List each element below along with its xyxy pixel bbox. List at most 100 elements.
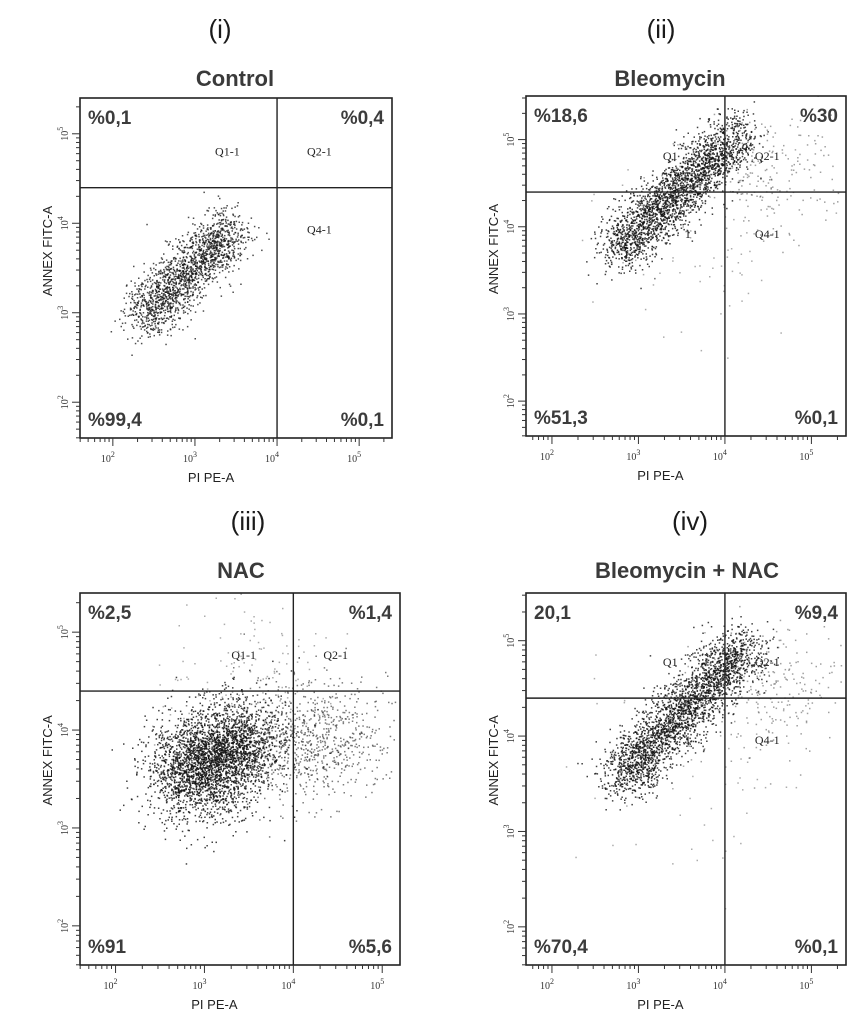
event-point xyxy=(227,750,230,752)
event-point xyxy=(628,259,631,262)
event-point xyxy=(693,147,695,150)
event-point xyxy=(793,239,795,241)
event-point xyxy=(186,246,189,249)
event-point xyxy=(668,209,671,212)
event-point xyxy=(173,300,175,303)
event-point xyxy=(182,312,185,314)
event-point xyxy=(732,136,734,138)
event-point xyxy=(670,196,673,199)
event-point xyxy=(669,161,671,163)
event-point xyxy=(167,265,170,268)
event-point xyxy=(634,232,637,234)
event-point xyxy=(688,212,690,214)
event-point xyxy=(237,258,240,260)
event-point xyxy=(630,246,632,249)
event-point xyxy=(830,114,832,116)
event-point xyxy=(188,273,190,276)
event-point xyxy=(219,230,222,232)
event-point xyxy=(657,193,659,196)
event-point xyxy=(738,142,740,144)
event-point xyxy=(211,268,213,270)
event-point xyxy=(734,138,736,141)
event-point xyxy=(173,284,176,287)
event-point xyxy=(658,223,661,226)
event-point xyxy=(634,254,637,257)
event-point xyxy=(631,188,633,190)
event-point xyxy=(648,217,650,219)
event-point xyxy=(167,738,170,741)
event-point xyxy=(228,271,230,273)
event-point xyxy=(646,223,648,225)
event-point xyxy=(637,214,639,216)
event-point xyxy=(706,185,708,188)
event-point xyxy=(644,233,647,236)
event-point xyxy=(660,215,662,218)
event-point xyxy=(186,287,188,289)
event-point xyxy=(712,168,714,170)
event-point xyxy=(746,166,748,168)
event-point xyxy=(175,273,177,275)
event-point xyxy=(741,155,744,158)
event-point xyxy=(224,234,226,237)
event-point xyxy=(200,268,202,271)
event-point xyxy=(162,304,165,306)
event-point xyxy=(674,210,677,213)
event-point xyxy=(743,127,745,129)
event-point xyxy=(639,216,641,219)
event-point xyxy=(180,284,182,287)
event-point xyxy=(144,288,146,290)
event-point xyxy=(131,298,134,300)
event-point xyxy=(623,259,626,261)
event-point xyxy=(201,274,204,277)
x-tick-exponent: 4 xyxy=(275,450,279,459)
event-point xyxy=(624,232,627,234)
event-point xyxy=(677,234,679,237)
event-point xyxy=(648,236,650,239)
event-point xyxy=(743,124,745,127)
event-point xyxy=(706,167,708,170)
event-point xyxy=(626,240,628,242)
event-point xyxy=(619,221,622,223)
event-point xyxy=(741,124,743,126)
event-point xyxy=(666,178,669,180)
event-point xyxy=(234,224,236,226)
event-point xyxy=(689,187,691,189)
event-point xyxy=(675,215,678,218)
event-point xyxy=(150,310,153,312)
event-point xyxy=(166,783,169,786)
event-point xyxy=(656,237,658,239)
event-point xyxy=(684,190,686,192)
event-point xyxy=(219,286,221,289)
event-point xyxy=(210,259,212,262)
event-point xyxy=(621,184,624,186)
event-point xyxy=(700,157,703,160)
event-point xyxy=(123,308,126,311)
event-point xyxy=(635,218,638,220)
event-point xyxy=(713,121,715,123)
event-point xyxy=(647,194,649,197)
event-point xyxy=(725,227,728,230)
x-tick-exponent: 2 xyxy=(550,448,554,457)
event-point xyxy=(713,158,715,160)
event-point xyxy=(240,785,242,787)
event-point xyxy=(176,752,179,754)
event-point xyxy=(657,206,659,208)
event-point xyxy=(758,162,761,164)
event-point xyxy=(234,706,236,708)
event-point xyxy=(642,273,645,276)
event-point xyxy=(154,315,156,317)
event-point xyxy=(651,234,654,236)
event-point xyxy=(211,758,214,760)
event-point xyxy=(158,305,161,308)
event-point xyxy=(681,178,683,180)
event-point xyxy=(199,239,201,241)
event-point xyxy=(654,186,657,189)
event-point xyxy=(814,164,816,167)
x-tick-exponent: 2 xyxy=(111,450,115,459)
event-point xyxy=(216,236,218,238)
event-point xyxy=(631,243,633,245)
event-point xyxy=(695,151,697,153)
event-point xyxy=(634,235,636,237)
event-point xyxy=(718,155,720,157)
event-point xyxy=(194,252,196,254)
